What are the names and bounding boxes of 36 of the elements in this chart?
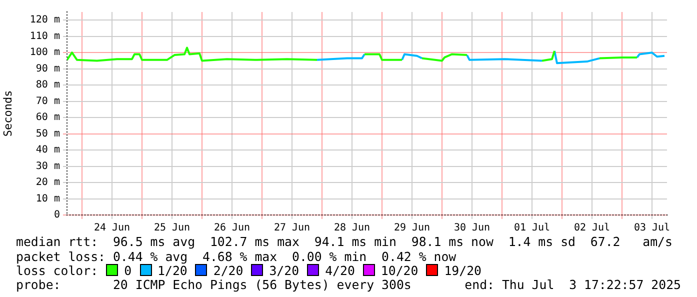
legend-label: 19/20 [444, 263, 482, 278]
y-axis-title: Seconds [1, 90, 14, 137]
y-tick-label: 30 m [36, 160, 60, 172]
legend-label: 1/20 [158, 263, 188, 278]
x-tick-label: 30 Jun [454, 222, 490, 234]
legend-label: 0 [124, 263, 132, 278]
legend-label: 3/20 [269, 263, 300, 278]
text: probe: 20 ICMP Echo Pings (56 Bytes) every 300s [16, 277, 412, 292]
x-tick-label: 02 Jul [574, 222, 610, 234]
y-tick-label: 20 m [36, 177, 60, 188]
y-tick-label: 120 m [30, 14, 60, 26]
x-tick-label: 01 Jul [514, 222, 550, 234]
text: median rtt: 96.5 ms avg 102.7 ms max 94.1 ms min 98.1 ms now 1.4 ms sd 67.2 am/s [16, 234, 672, 249]
x-tick-label: 29 Jun [394, 222, 430, 234]
y-tick-label: 10 m [36, 193, 60, 204]
text: packet loss: 0.44 % avg 4.68 % max 0.00 % min 0.42 % now [16, 249, 456, 264]
y-tick-label: 70 m [36, 96, 60, 107]
y-tick-label: 60 m [36, 112, 60, 124]
y-tick-label: 40 m [36, 144, 60, 156]
x-tick-label: 28 Jun [334, 222, 370, 234]
y-tick-label: 80 m [36, 80, 60, 91]
x-tick-label: 25 Jun [154, 222, 190, 234]
y-tick-label: 50 m [36, 128, 60, 140]
x-tick-label: 24 Jun [94, 222, 130, 234]
legend-label: 4/20 [325, 263, 355, 278]
x-tick-label: 27 Jun [274, 222, 310, 234]
x-tick-label: 26 Jun [214, 222, 250, 234]
y-tick-label: 90 m [36, 63, 60, 74]
y-tick-label: 100 m [30, 47, 60, 58]
x-tick-label: 03 Jul [634, 222, 670, 234]
legend-title: loss color: [16, 263, 98, 278]
legend-label: 2/20 [213, 263, 244, 278]
y-tick-label: 0 [54, 210, 60, 221]
text: end: Thu Jul 3 17:22:57 2025 [464, 277, 681, 292]
y-tick-label: 110 m [30, 30, 60, 42]
legend-label: 10/20 [380, 263, 418, 278]
